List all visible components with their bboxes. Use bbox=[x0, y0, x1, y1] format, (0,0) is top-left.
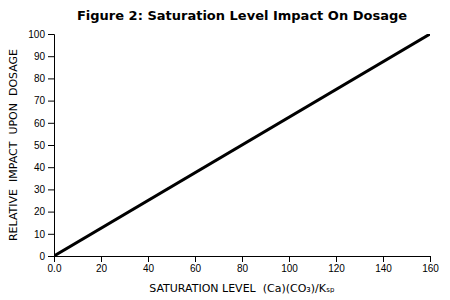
y-axis-tick-label: 80 bbox=[34, 73, 46, 84]
x-axis-tick-label: 160 bbox=[422, 263, 439, 274]
x-axis-tick-mark bbox=[289, 256, 290, 262]
x-axis-tick-mark bbox=[383, 256, 384, 262]
y-axis-tick-mark bbox=[48, 256, 54, 257]
y-axis-tick-mark bbox=[48, 212, 54, 213]
x-axis-tick: 80 bbox=[237, 256, 249, 274]
y-axis-tick: 60 bbox=[34, 118, 54, 129]
x-axis-tick: 100 bbox=[281, 256, 298, 274]
x-axis-tick-label: 120 bbox=[328, 263, 345, 274]
x-axis-tick-mark bbox=[242, 256, 243, 262]
y-axis-line bbox=[48, 35, 55, 257]
x-axis-tick-mark bbox=[195, 256, 196, 262]
y-axis-tick: 0 bbox=[39, 251, 54, 262]
y-axis-tick: 90 bbox=[34, 51, 54, 62]
x-axis-tick-label: 140 bbox=[375, 263, 392, 274]
y-axis-tick-mark bbox=[48, 189, 54, 190]
y-axis-tick-mark bbox=[48, 167, 54, 168]
y-axis-tick-label: 100 bbox=[28, 29, 45, 40]
y-axis-tick-label: 30 bbox=[34, 184, 46, 195]
x-axis-tick-mark bbox=[430, 256, 431, 262]
x-axis-tick-label: 80 bbox=[237, 263, 249, 274]
y-axis-tick-mark bbox=[48, 34, 54, 35]
x-axis-tick-label: 40 bbox=[143, 263, 155, 274]
y-axis-tick: 100 bbox=[28, 29, 54, 40]
y-axis-tick: 20 bbox=[34, 206, 54, 217]
x-axis-line bbox=[55, 257, 431, 263]
x-axis-tick: 120 bbox=[328, 256, 345, 274]
y-axis-tick-label: 10 bbox=[34, 229, 46, 240]
y-axis-tick: 30 bbox=[34, 184, 54, 195]
y-axis-tick: 40 bbox=[34, 162, 54, 173]
y-axis-tick: 70 bbox=[34, 95, 54, 106]
x-axis-tick: 60 bbox=[190, 256, 202, 274]
y-axis-tick: 10 bbox=[34, 229, 54, 240]
x-axis-tick: 40 bbox=[143, 256, 155, 274]
x-axis-tick-mark bbox=[101, 256, 102, 262]
chart-title: Figure 2: Saturation Level Impact On Dos… bbox=[77, 8, 407, 23]
y-axis-title: RELATIVE IMPACT UPON DOSAGE bbox=[7, 49, 20, 241]
x-axis-tick-label: 60 bbox=[190, 263, 202, 274]
x-axis-tick-label: 100 bbox=[281, 263, 298, 274]
y-axis: 0 10 20 30 40 50 60 70 80 90 100 bbox=[28, 29, 54, 262]
x-axis-title: SATURATION LEVEL (Ca)(CO₃)/Kₛₚ bbox=[149, 282, 335, 295]
y-axis-tick-label: 60 bbox=[34, 118, 46, 129]
y-axis-tick-mark bbox=[48, 78, 54, 79]
y-axis-tick-mark bbox=[48, 56, 54, 57]
x-axis-tick-mark bbox=[336, 256, 337, 262]
data-line bbox=[54, 34, 430, 256]
y-axis-tick-mark bbox=[48, 145, 54, 146]
y-axis-tick-label: 50 bbox=[34, 140, 46, 151]
y-axis-tick-label: 70 bbox=[34, 95, 46, 106]
y-axis-tick-label: 0 bbox=[39, 251, 45, 262]
x-axis: 0.0 20 40 60 80 100 120 140 160 bbox=[48, 256, 440, 274]
y-axis-tick-label: 90 bbox=[34, 51, 46, 62]
x-axis-tick: 20 bbox=[96, 256, 108, 274]
x-axis-tick-label: 0.0 bbox=[48, 263, 62, 274]
y-axis-tick-label: 40 bbox=[34, 162, 46, 173]
y-axis-tick-mark bbox=[48, 123, 54, 124]
plot-area: 0.0 20 40 60 80 100 120 140 160 0 10 20 30 40 50 60 70 80… bbox=[28, 29, 439, 274]
x-axis-tick-mark bbox=[148, 256, 149, 262]
x-axis-tick-label: 20 bbox=[96, 263, 108, 274]
y-axis-tick: 80 bbox=[34, 73, 54, 84]
y-axis-tick-label: 20 bbox=[34, 206, 46, 217]
chart-container: 0.0 20 40 60 80 100 120 140 160 0 10 20 30 40 50 60 70 80… bbox=[0, 0, 450, 300]
x-axis-tick: 140 bbox=[375, 256, 392, 274]
x-axis-tick: 160 bbox=[422, 256, 439, 274]
y-axis-tick-mark bbox=[48, 101, 54, 102]
y-axis-tick-mark bbox=[48, 234, 54, 235]
x-axis-tick: 0.0 bbox=[48, 256, 62, 274]
chart-svg: 0.0 20 40 60 80 100 120 140 160 0 10 20 30 40 50 60 70 80… bbox=[0, 0, 450, 300]
y-axis-tick: 50 bbox=[34, 140, 54, 151]
marks bbox=[54, 34, 430, 256]
